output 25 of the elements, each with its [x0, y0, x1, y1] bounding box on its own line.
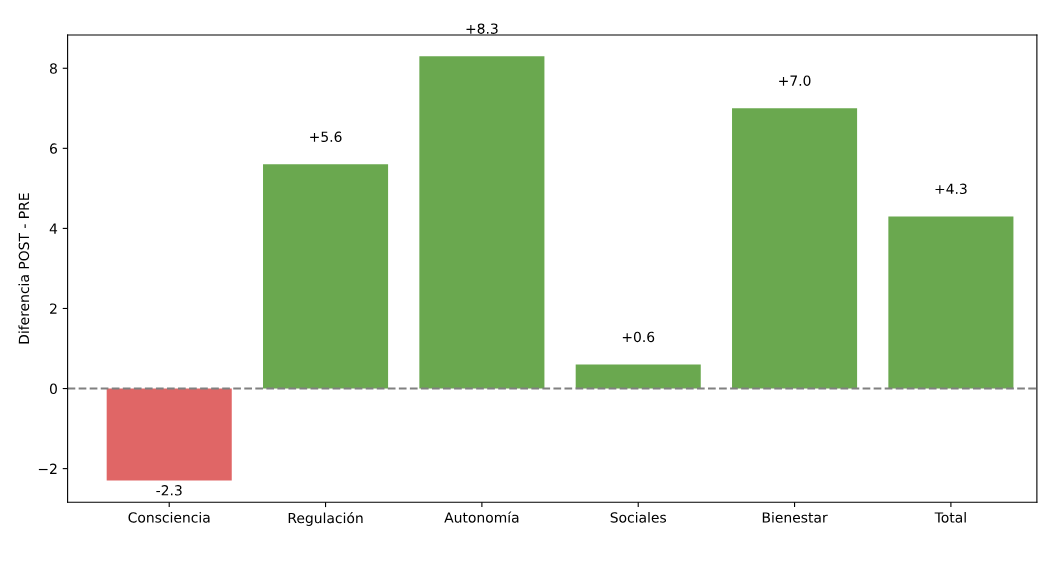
y-tick-label: 2	[50, 303, 57, 314]
y-tick-label: 6	[50, 143, 57, 154]
bar	[419, 56, 545, 389]
data-label: +5.6	[310, 131, 342, 142]
x-tick-label: Total	[934, 511, 966, 523]
data-label: +7.0	[779, 75, 811, 86]
x-tick-label: Sociales	[610, 511, 667, 523]
x-tick-label: Consciencia	[128, 511, 210, 523]
bar	[263, 164, 389, 389]
bar	[106, 388, 232, 481]
data-label: -2.3	[156, 485, 182, 496]
x-tick-label: Regulación	[288, 511, 363, 526]
y-tick-label: 8	[49, 63, 57, 74]
bar	[575, 364, 701, 389]
y-tick-label: 0	[49, 383, 57, 395]
y-axis-title: Diferencia POST - PRE	[18, 193, 30, 344]
data-label: +4.3	[935, 183, 967, 195]
bar	[888, 216, 1014, 389]
bar	[732, 108, 858, 389]
y-tick-label: −2	[38, 463, 57, 474]
x-tick-label: Autonomía	[444, 511, 519, 523]
data-label: +8.3	[466, 23, 498, 34]
y-tick-label: 4	[49, 223, 58, 234]
data-label: +0.6	[622, 331, 655, 343]
x-tick-label: Bienestar	[762, 511, 828, 523]
